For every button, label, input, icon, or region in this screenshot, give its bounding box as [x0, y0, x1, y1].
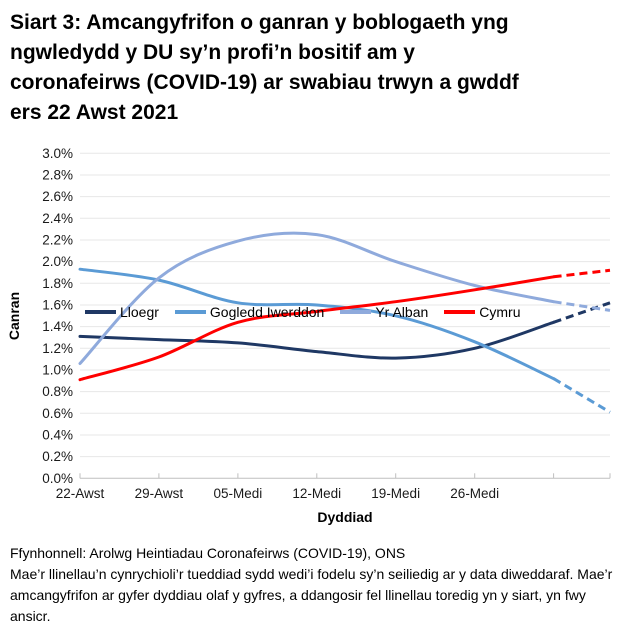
y-tick-label: 0.0% [42, 471, 73, 486]
x-tick-label: 05-Medi [214, 486, 263, 501]
y-tick-label: 2.2% [42, 233, 73, 248]
y-tick-label: 2.4% [42, 211, 73, 226]
source-line: Ffynhonnell: Arolwg Heintiadau Coronafei… [10, 545, 406, 561]
y-tick-label: 2.0% [42, 254, 73, 269]
legend: Lloegr Gogledd Iwerddon Yr Alban Cymru [85, 304, 521, 320]
x-tick-label: 26-Medi [450, 486, 499, 501]
legend-item-cymru: Cymru [444, 304, 521, 320]
legend-swatch-cymru [444, 310, 476, 314]
chart-title-line: Siart 3: Amcangyfrifon o ganran y boblog… [10, 11, 509, 34]
x-tick-label: 22-Awst [56, 486, 105, 501]
series-line-lloegr [78, 320, 556, 360]
y-tick-label: 2.8% [42, 168, 73, 183]
y-axis-tick-labels: 0.0% 0.2% 0.4% 0.6% 0.8% 1.0% 1.2% 1.4% 1.6% 1.8%… [42, 146, 73, 486]
legend-label: Gogledd Iwerddon [209, 304, 325, 320]
y-tick-label: 3.0% [42, 146, 73, 161]
note-text: Mae’r llinellau’n cynrychioli’r tueddiad… [10, 566, 613, 624]
series-line-cymru [78, 275, 556, 382]
chart-title-line: coronafeirws (COVID-19) ar swabiau trwyn… [10, 71, 519, 94]
legend-label: Yr Alban [375, 304, 429, 320]
y-tick-label: 2.6% [42, 189, 73, 204]
legend-label: Cymru [479, 304, 521, 320]
series-line-gogledd-iwerddon-dashed [552, 377, 611, 414]
series-line-gogledd-iwerddon [78, 267, 556, 381]
legend-swatch-lloegr [85, 310, 116, 314]
series-line-cymru-dashed [553, 268, 611, 279]
y-tick-label: 0.4% [42, 428, 73, 443]
chart-title: Siart 3: Amcangyfrifon o ganran y boblog… [10, 8, 618, 128]
y-tick-label: 1.4% [42, 319, 73, 334]
x-tick-label: 12-Medi [292, 486, 341, 501]
chart-title-line: ngwledydd y DU sy’n profi’n bositif am y [10, 41, 415, 64]
x-tick-label: 29-Awst [135, 486, 184, 501]
y-tick-label: 0.2% [42, 449, 73, 464]
series-line-lloegr-dashed [553, 301, 611, 324]
chart-footnote: Ffynhonnell: Arolwg Heintiadau Coronafei… [10, 543, 625, 627]
y-axis-title: Canran [6, 292, 22, 340]
line-chart: 0.0% 0.2% 0.4% 0.6% 0.8% 1.0% 1.2% 1.4% 1.6% 1.8%… [0, 145, 628, 535]
x-tick-label: 19-Medi [371, 486, 420, 501]
series-line-yr-alban-dashed [553, 300, 611, 312]
y-tick-label: 1.6% [42, 298, 73, 313]
plot-area: 0.0% 0.2% 0.4% 0.6% 0.8% 1.0% 1.2% 1.4% 1.6% 1.8%… [6, 146, 611, 525]
legend-item-yr-alban: Yr Alban [340, 304, 428, 320]
y-tick-label: 0.6% [42, 406, 73, 421]
y-tick-label: 1.0% [42, 363, 73, 378]
legend-item-gogledd-iwerddon: Gogledd Iwerddon [174, 304, 325, 320]
series-lines [78, 231, 611, 414]
series-line-yr-alban [78, 231, 556, 365]
legend-swatch-gogledd-iwerddon [174, 310, 206, 314]
chart-title-line: ers 22 Awst 2021 [10, 101, 179, 124]
legend-item-lloegr: Lloegr [85, 304, 159, 320]
y-tick-label: 1.8% [42, 276, 73, 291]
x-axis-title: Dyddiad [317, 509, 372, 525]
y-tick-label: 0.8% [42, 384, 73, 399]
y-tick-label: 1.2% [42, 341, 73, 356]
gridlines [79, 152, 611, 479]
legend-label: Lloegr [120, 304, 159, 320]
x-axis-tick-labels: 22-Awst 29-Awst 05-Medi 12-Medi 19-Medi 26-Me… [56, 486, 499, 501]
legend-swatch-yr-alban [340, 310, 372, 314]
